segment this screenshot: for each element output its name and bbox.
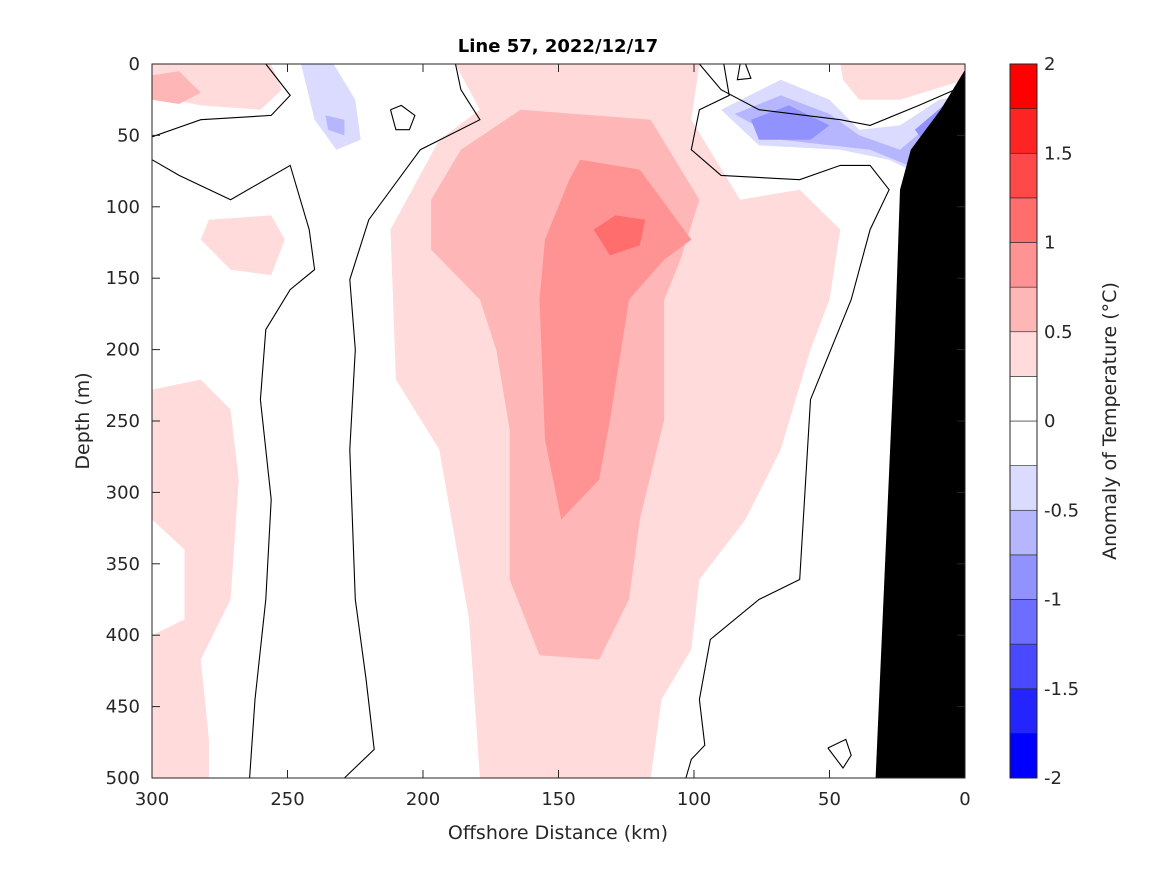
zero-contour-line-4 — [685, 63, 890, 779]
x-axis: 300 250 200 150 100 50 0 — [135, 64, 971, 810]
colorbar-swatch — [1009, 376, 1038, 422]
colorbar-tick-label: 2 — [1044, 54, 1055, 75]
colorbar-swatch — [1009, 465, 1038, 511]
y-tick-label: 300 — [106, 482, 140, 503]
x-tick-label: 0 — [959, 789, 970, 810]
chart-title: Line 57, 2022/12/17 — [458, 36, 658, 57]
contour-region-4 — [840, 64, 965, 100]
colorbar-swatch — [1009, 152, 1038, 199]
x-tick-label: 250 — [270, 789, 304, 810]
colorbar-swatch — [1009, 420, 1038, 466]
contour-region-9 — [593, 215, 646, 256]
colorbar-tick-label: -1.5 — [1044, 679, 1079, 700]
colorbar-frame — [1009, 63, 1038, 779]
colorbar-tick-label: -1 — [1044, 590, 1062, 611]
colorbar: 2 1.5 1 0.5 0 -0.5 -1 -1.5 -2 — [1009, 54, 1079, 789]
contour-region-3 — [152, 379, 239, 778]
y-axis-label: Depth (m) — [72, 372, 94, 469]
plot-area — [151, 63, 966, 779]
y-tick-label: 150 — [106, 268, 140, 289]
colorbar-swatch — [1009, 554, 1038, 600]
contour-region-18 — [750, 105, 830, 140]
zero-contour-line-1 — [151, 159, 316, 779]
y-tick-label: 500 — [106, 768, 140, 789]
x-tick-label: 100 — [677, 789, 711, 810]
zero-contour-line-5 — [698, 63, 966, 126]
contour-region-2 — [200, 215, 285, 276]
contour-region-12 — [303, 356, 320, 393]
y-tick-label: 250 — [106, 411, 140, 432]
colorbar-swatch — [1009, 599, 1038, 645]
x-tick-label: 200 — [406, 789, 440, 810]
y-tick-label: 450 — [106, 697, 140, 718]
contour-region-8 — [539, 159, 692, 520]
land-mask — [875, 69, 965, 778]
colorbar-tick-label: 1 — [1044, 233, 1055, 254]
y-axis: 0 50 100 150 200 250 300 350 400 450 500 — [106, 54, 965, 789]
colorbar-swatch — [1009, 509, 1038, 556]
colorbar-swatch — [1009, 108, 1038, 154]
colorbar-swatch — [1009, 688, 1038, 734]
zero-contour-line-0 — [151, 63, 291, 138]
colorbar-tick-label: -0.5 — [1044, 500, 1079, 521]
y-tick-label: 0 — [129, 54, 140, 75]
colorbar-tick-label: 0.5 — [1044, 322, 1073, 343]
colorbar-swatch — [1009, 331, 1038, 377]
contour-region-16 — [325, 115, 345, 136]
zero-contour-line-2 — [344, 63, 481, 779]
y-tick-label: 100 — [106, 197, 140, 218]
contour-region-5 — [152, 519, 185, 636]
colorbar-swatch — [1009, 286, 1038, 333]
colorbar-label: Anomaly of Temperature (°C) — [1099, 282, 1121, 560]
y-tick-label: 400 — [106, 625, 140, 646]
contour-region-14 — [301, 64, 361, 150]
y-tick-label: 200 — [106, 340, 140, 361]
x-tick-label: 300 — [135, 789, 169, 810]
colorbar-swatch — [1009, 242, 1038, 288]
colorbar-swatch — [1009, 63, 1038, 109]
x-axis-label: Offshore Distance (km) — [448, 822, 668, 844]
zero-contour-line-7 — [827, 738, 852, 769]
colorbar-swatch — [1009, 733, 1038, 779]
colorbar-tick-label: 0 — [1044, 411, 1055, 432]
zero-contour-line-6 — [736, 63, 752, 81]
colorbar-tick-label: -2 — [1044, 768, 1062, 789]
x-tick-label: 150 — [541, 789, 575, 810]
colorbar-swatch — [1009, 643, 1038, 690]
zero-contour-line-3 — [389, 104, 416, 131]
y-tick-label: 350 — [106, 554, 140, 575]
colorbar-tick-label: 1.5 — [1044, 143, 1073, 164]
y-tick-label: 50 — [117, 125, 140, 146]
x-tick-label: 50 — [818, 789, 841, 810]
colorbar-swatch — [1009, 197, 1038, 243]
contour-region-6 — [152, 71, 201, 104]
contour-region-11 — [152, 125, 255, 157]
